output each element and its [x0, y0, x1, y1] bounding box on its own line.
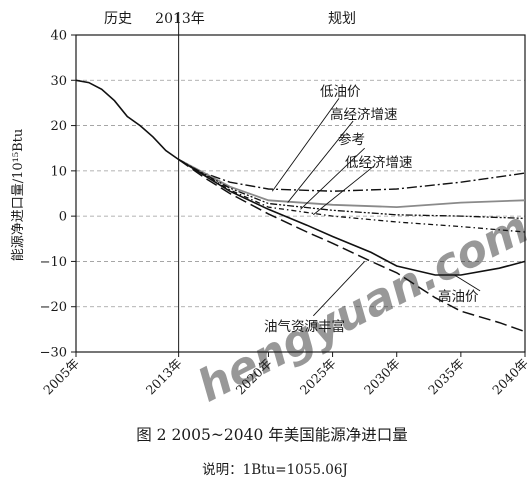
series-label: 高油价 — [438, 288, 479, 305]
annotation-leader — [287, 120, 354, 203]
period-label-history: 历史 — [104, 11, 132, 27]
series-line-low-econ-growth — [178, 158, 526, 233]
x-tick-label: 2040年 — [489, 356, 531, 398]
period-label-projection: 规划 — [328, 11, 356, 27]
series-line-historical — [75, 79, 180, 161]
x-tick-label: 2035年 — [425, 356, 467, 398]
annotation-leader — [454, 274, 481, 292]
watermark: hengyuan.com — [190, 202, 532, 413]
period-label-divider: 2013年 — [155, 11, 205, 27]
annotation-leader — [313, 165, 374, 216]
figure-caption: 图 2 2005~2040 年美国能源净进口量 — [136, 426, 408, 444]
figure-note: 说明：1Btu=1055.06J — [202, 462, 348, 478]
series-line-high-econ-growth — [178, 158, 526, 209]
series-label: 低经济增速 — [345, 155, 413, 171]
y-axis-title: 能源净进口量/10¹⁵Btu — [11, 129, 26, 262]
x-tick-label: 2030年 — [361, 356, 403, 398]
annotation-leader — [313, 261, 365, 317]
x-tick-label: 2005年 — [40, 356, 82, 398]
series-label: 低油价 — [320, 84, 361, 100]
y-tick-label: −20 — [40, 300, 67, 315]
y-tick-label: 40 — [50, 29, 67, 44]
series-label: 高经济增速 — [330, 106, 398, 123]
x-tick-label: 2013年 — [143, 356, 185, 398]
series-label: 参考 — [338, 131, 365, 148]
series-lines — [75, 79, 526, 333]
annotation-leaders — [271, 98, 481, 317]
series-label: 油气资源丰富 — [264, 318, 345, 335]
series-line-low-oil-price — [178, 158, 526, 192]
annotation-leader — [300, 147, 365, 210]
series-line-high-resource — [178, 158, 526, 333]
y-tick-label: 20 — [50, 119, 67, 134]
y-tick-label: 10 — [50, 164, 67, 179]
annotation-leader — [271, 98, 340, 192]
y-tick-label: −10 — [40, 255, 67, 270]
y-tick-label: 30 — [50, 74, 67, 89]
plot-frame — [75, 34, 526, 353]
y-tick-label: −30 — [40, 346, 67, 361]
axes — [71, 12, 526, 357]
y-tick-label: 0 — [59, 210, 67, 225]
series-line-high-oil-price — [178, 158, 526, 276]
